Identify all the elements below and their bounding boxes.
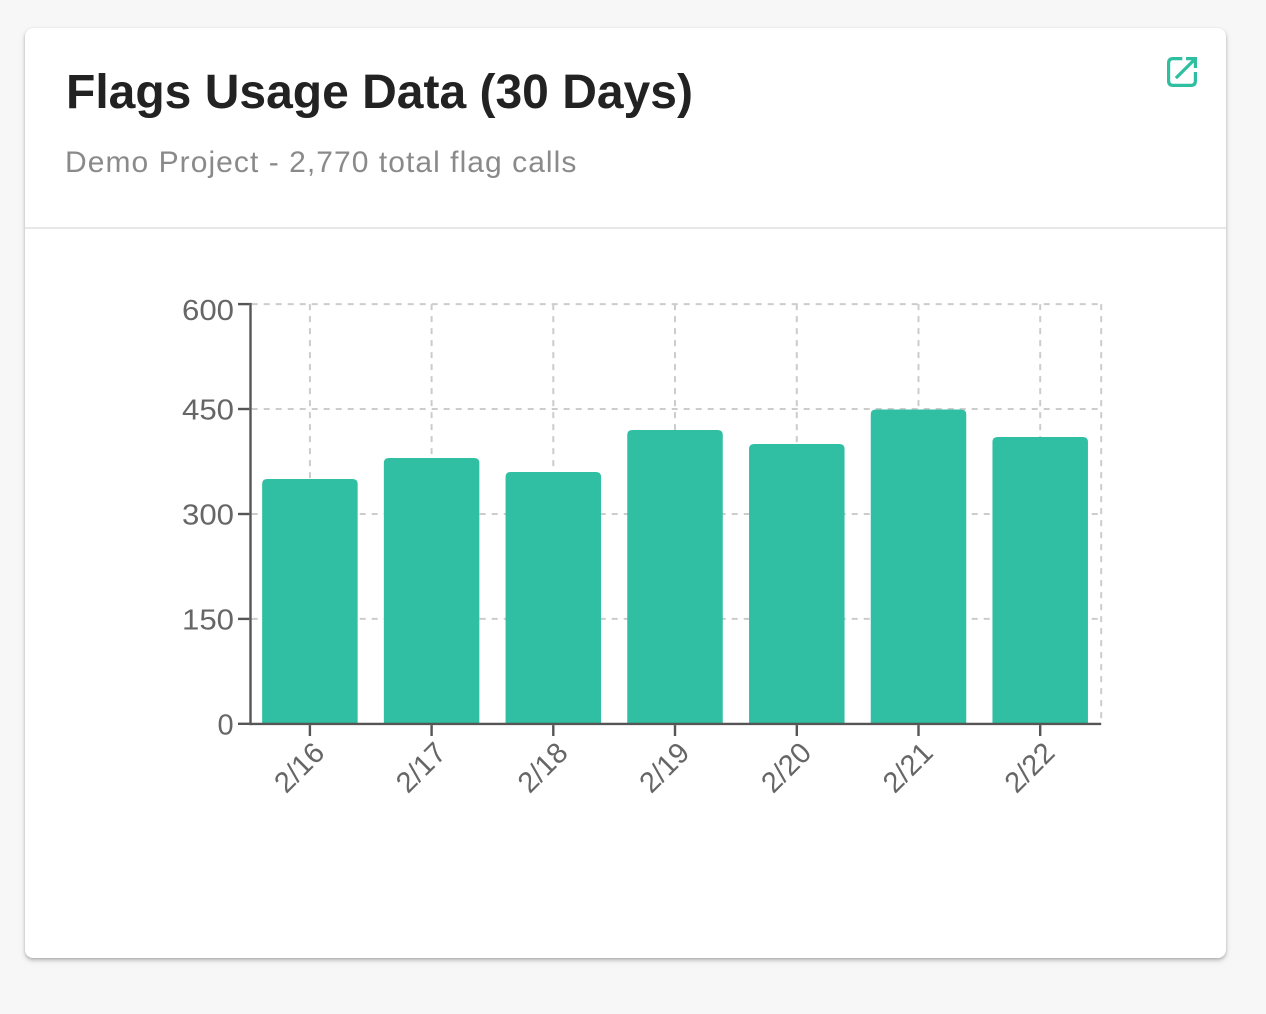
svg-text:2/19: 2/19 (634, 737, 697, 800)
svg-text:2/21: 2/21 (877, 737, 940, 800)
svg-text:150: 150 (182, 604, 234, 636)
svg-text:2/20: 2/20 (755, 737, 818, 800)
svg-text:0: 0 (218, 709, 234, 741)
svg-text:2/17: 2/17 (390, 737, 453, 800)
svg-text:2/18: 2/18 (512, 737, 575, 800)
svg-text:2/16: 2/16 (269, 737, 332, 800)
svg-text:600: 600 (182, 295, 234, 327)
svg-text:450: 450 (182, 395, 234, 427)
svg-text:300: 300 (182, 500, 234, 532)
svg-text:2/22: 2/22 (999, 737, 1062, 800)
